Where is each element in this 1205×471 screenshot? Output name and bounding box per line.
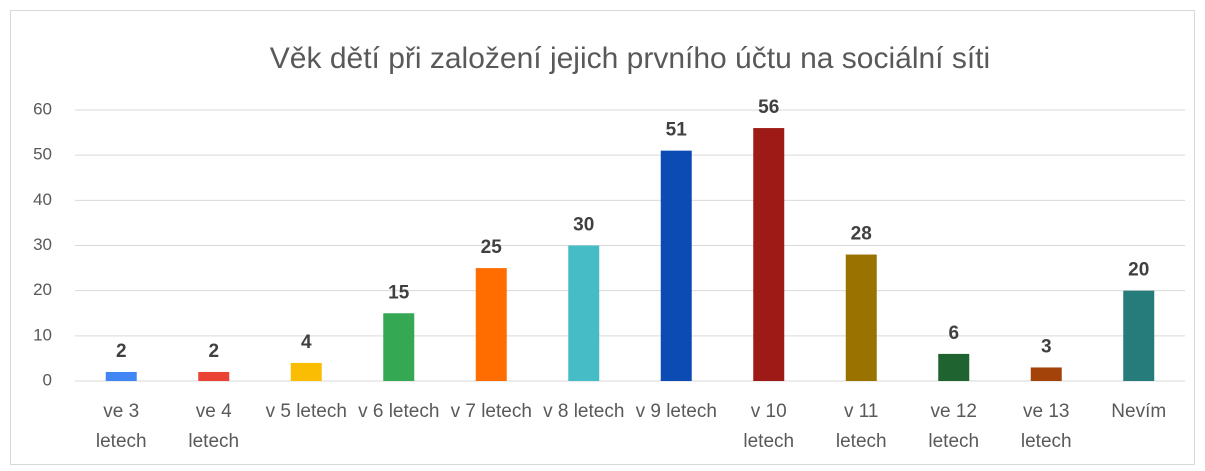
bar xyxy=(1030,367,1062,381)
bar xyxy=(475,268,507,381)
bar xyxy=(660,150,692,381)
x-tick-label: v 8 letech xyxy=(543,401,625,422)
data-label: 15 xyxy=(388,282,410,303)
x-tick-label: ve 3 letech xyxy=(95,401,147,452)
data-label: 25 xyxy=(481,237,503,258)
x-tick-label: v 6 letech xyxy=(358,401,440,422)
data-label: 51 xyxy=(666,120,688,141)
data-label: 3 xyxy=(1041,336,1052,357)
x-tick-label: Nevím xyxy=(1111,401,1167,422)
data-label: 2 xyxy=(116,341,127,362)
y-tick-label: 40 xyxy=(33,190,52,209)
x-tick-label: ve 12 letech xyxy=(928,401,980,452)
bar xyxy=(938,353,970,381)
data-label: 20 xyxy=(1128,260,1149,281)
x-tick-label: ve 13 letech xyxy=(1020,401,1072,452)
data-label: 28 xyxy=(851,224,872,245)
bar xyxy=(568,245,600,381)
data-label: 2 xyxy=(208,341,219,362)
bar xyxy=(290,362,322,381)
chart-title: Věk dětí při založení jejich prvního účt… xyxy=(270,42,990,75)
x-tick-label: v 11 letech xyxy=(835,401,887,452)
y-tick-label: 20 xyxy=(33,280,52,299)
x-tick-label: v 9 letech xyxy=(635,401,717,422)
x-tick-label: ve 4 letech xyxy=(188,401,240,452)
bar xyxy=(845,254,877,381)
y-tick-label: 60 xyxy=(33,99,52,118)
data-label: 6 xyxy=(948,323,959,344)
bar xyxy=(753,128,785,381)
y-tick-label: 10 xyxy=(33,325,52,344)
x-tick-label: v 7 letech xyxy=(450,401,532,422)
bar xyxy=(105,371,137,381)
data-label: 4 xyxy=(301,332,312,353)
bar xyxy=(198,371,230,381)
x-tick-label: v 5 letech xyxy=(265,401,347,422)
y-tick-label: 30 xyxy=(33,235,52,254)
data-label: 56 xyxy=(758,97,779,118)
y-tick-label: 50 xyxy=(33,145,52,164)
x-tick-label: v 10 letech xyxy=(743,401,795,452)
bar xyxy=(383,313,415,381)
y-tick-label: 0 xyxy=(43,370,52,389)
bar xyxy=(1123,290,1155,381)
chart-border xyxy=(10,10,1195,465)
data-label: 30 xyxy=(573,215,594,236)
